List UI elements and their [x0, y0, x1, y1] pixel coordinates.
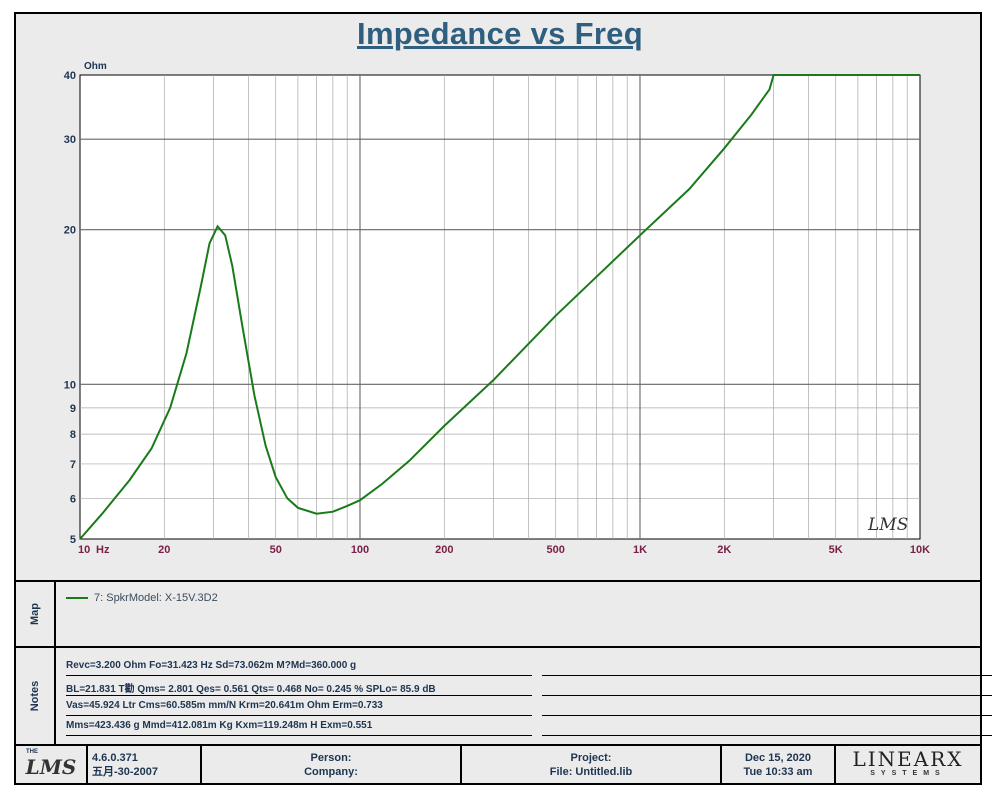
map-panel: Map 7: SpkrModel: X-15V.3D2 [14, 580, 982, 646]
y-tick-label: 8 [70, 429, 76, 441]
footer-project: Project: File: Untitled.lib [462, 746, 722, 783]
x-tick-label: 1K [633, 544, 647, 556]
map-label: Map [29, 603, 41, 625]
footer-linearx-logo: LINEARX SYSTEMS [836, 746, 980, 783]
version-date: 五月-30-2007 [92, 766, 159, 778]
note-line-3-right [542, 700, 992, 716]
x-tick-label: 10K [910, 544, 930, 556]
file-label: File: Untitled.lib [549, 766, 633, 778]
notes-panel: Notes Revc=3.200 Ohm Fo=31.423 Hz Sd=73.… [14, 646, 992, 744]
grid-major [80, 75, 920, 539]
chart-title: Impedance vs Freq [357, 16, 643, 51]
note-line-4-right [542, 720, 992, 736]
y-tick-labels: 5 6 7 8 9 10 20 30 40 [64, 70, 76, 546]
legend-entry: 7: SpkrModel: X-15V.3D2 [94, 592, 218, 604]
legend: 7: SpkrModel: X-15V.3D2 [66, 592, 218, 604]
company-label: Company: [304, 766, 358, 778]
map-side: Map [16, 582, 56, 646]
x-tick-label: 500 [547, 544, 565, 556]
note-line-4: Mms=423.436 g Mmd=412.081m Kg Kxm=119.24… [66, 720, 532, 736]
footer-lms-logo: THE LMS [16, 746, 88, 783]
x-tick-label: 20 [158, 544, 170, 556]
y-tick-label: 5 [70, 534, 76, 546]
brand-name: LINEARX [852, 747, 964, 771]
x-axis-unit: Hz [96, 544, 110, 556]
y-axis-unit: Ohm [84, 61, 107, 72]
footer-datetime: Dec 15, 2020 Tue 10:33 am [722, 746, 836, 783]
notes-side: Notes [16, 648, 56, 744]
y-tick-label: 7 [70, 459, 76, 471]
grid-minor [80, 75, 920, 539]
y-tick-label: 10 [64, 379, 76, 391]
x-tick-label: 200 [435, 544, 453, 556]
lms-logo-prefix: THE [26, 749, 38, 755]
lms-logo-text: LMS [25, 755, 77, 779]
plot-area [79, 74, 921, 540]
x-tick-label: 10 [78, 544, 90, 556]
footer-version: 4.6.0.371 五月-30-2007 [88, 746, 202, 783]
y-tick-label: 6 [70, 493, 76, 505]
note-line-3: Vas=45.924 Ltr Cms=60.585m mm/N Krm=20.6… [66, 700, 532, 716]
watermark-logo: LMS [867, 515, 908, 535]
x-tick-label: 100 [351, 544, 369, 556]
project-label: Project: [570, 752, 612, 764]
person-label: Person: [310, 752, 352, 764]
footer-time: Tue 10:33 am [743, 766, 813, 778]
y-tick-label: 40 [64, 70, 76, 82]
y-tick-label: 9 [70, 403, 76, 415]
x-tick-label: 5K [829, 544, 843, 556]
impedance-chart: 5 6 7 8 9 10 20 30 40 10 20 50 100 200 500 1K 2K 5K 10K O… [64, 61, 930, 556]
note-line-1: Revc=3.200 Ohm Fo=31.423 Hz Sd=73.062m M… [66, 660, 532, 676]
note-line-1-right [542, 660, 992, 676]
footer-person: Person: Company: [202, 746, 462, 783]
x-tick-label: 2K [717, 544, 731, 556]
footer: THE LMS 4.6.0.371 五月-30-2007 Person: Com… [14, 744, 982, 785]
legend-swatch [66, 597, 88, 600]
y-tick-label: 30 [64, 134, 76, 146]
brand-sub: SYSTEMS [870, 770, 946, 777]
footer-date: Dec 15, 2020 [744, 752, 812, 764]
notes-label: Notes [29, 680, 41, 712]
note-line-2-right [542, 680, 992, 696]
x-tick-labels: 10 20 50 100 200 500 1K 2K 5K 10K [78, 544, 930, 556]
y-tick-label: 20 [64, 225, 76, 237]
note-line-2: BL=21.831 T勸 Qms= 2.801 Qes= 0.561 Qts= … [66, 680, 532, 696]
version-number: 4.6.0.371 [92, 752, 138, 764]
series-line-impedance [79, 74, 920, 540]
x-tick-label: 50 [270, 544, 282, 556]
